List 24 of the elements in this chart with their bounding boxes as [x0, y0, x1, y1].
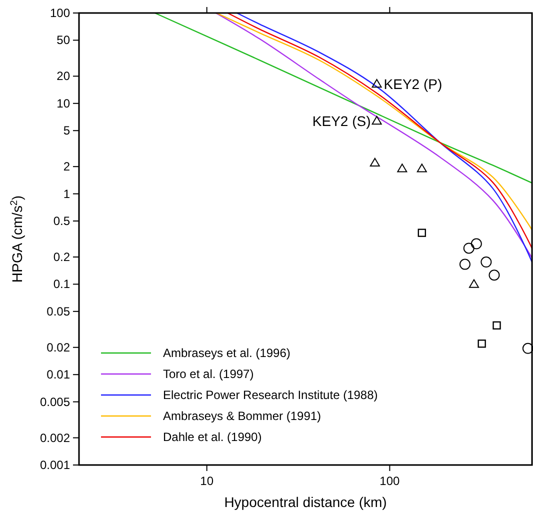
legend-label: Ambraseys et al. (1996): [163, 346, 290, 360]
y-tick-label: 0.002: [40, 430, 70, 445]
legend-label: Electric Power Research Institute (1988): [163, 388, 378, 402]
y-tick-label: 0.5: [53, 214, 70, 228]
y-tick-label: 0.005: [40, 394, 70, 409]
y-tick-label: 0.1: [53, 277, 70, 292]
y-tick-label: 0.01: [46, 368, 70, 382]
x-axis-title: Hypocentral distance (km): [224, 494, 387, 510]
legend-label: Dahle et al. (1990): [163, 430, 262, 444]
y-tick-label: 50: [56, 33, 70, 48]
y-tick-label: 1: [63, 186, 70, 201]
annotation: KEY2 (P): [384, 76, 442, 92]
y-tick-label: 2: [63, 160, 70, 174]
y-tick-label: 0.001: [40, 458, 70, 472]
y-tick-label: 20: [56, 69, 70, 84]
y-tick-label: 0.02: [46, 340, 70, 354]
legend-label: Ambraseys & Bommer (1991): [163, 409, 322, 423]
annotation: KEY2 (S): [312, 112, 371, 129]
legend-label: Toro et al. (1997): [163, 367, 254, 381]
y-tick-label: 0.05: [46, 304, 70, 318]
y-tick-label: 100: [50, 6, 70, 20]
y-tick-label: 0.2: [53, 250, 70, 264]
y-tick-label: 5: [63, 124, 70, 138]
y-tick-label: 10: [56, 96, 70, 110]
